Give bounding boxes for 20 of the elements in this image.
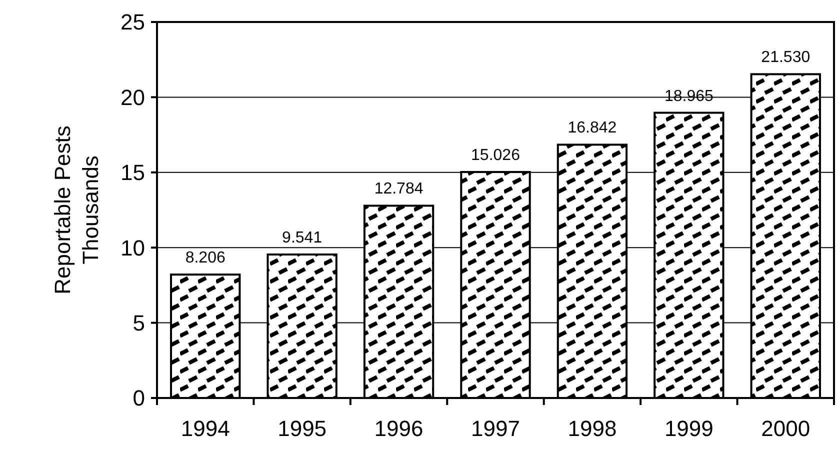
- y-tick-label: 25: [120, 10, 145, 35]
- data-label: 8.206: [185, 250, 226, 267]
- x-tick-label: 1999: [664, 416, 714, 441]
- x-tick-label: 2000: [761, 416, 810, 441]
- y-tick-label: 0: [132, 386, 145, 411]
- data-label: 9.541: [282, 230, 322, 247]
- x-tick-label: 1997: [471, 416, 520, 441]
- y-tick-label: 5: [132, 310, 145, 336]
- x-tick-label: 1996: [374, 416, 424, 441]
- y-axis-title: Reportable Pests Thousands: [50, 126, 103, 294]
- data-label: 12.784: [374, 180, 424, 198]
- data-label: 21.530: [761, 49, 810, 66]
- y-tick-label: 15: [120, 160, 145, 186]
- data-label: 16.842: [568, 120, 617, 137]
- y-tick-label: 10: [120, 235, 145, 260]
- y-tick-label: 20: [120, 84, 145, 110]
- x-tick-label: 1998: [568, 416, 617, 441]
- x-tick-label: 1994: [180, 416, 230, 441]
- x-tick-label: 1995: [278, 416, 327, 441]
- data-label: 15.026: [471, 147, 520, 164]
